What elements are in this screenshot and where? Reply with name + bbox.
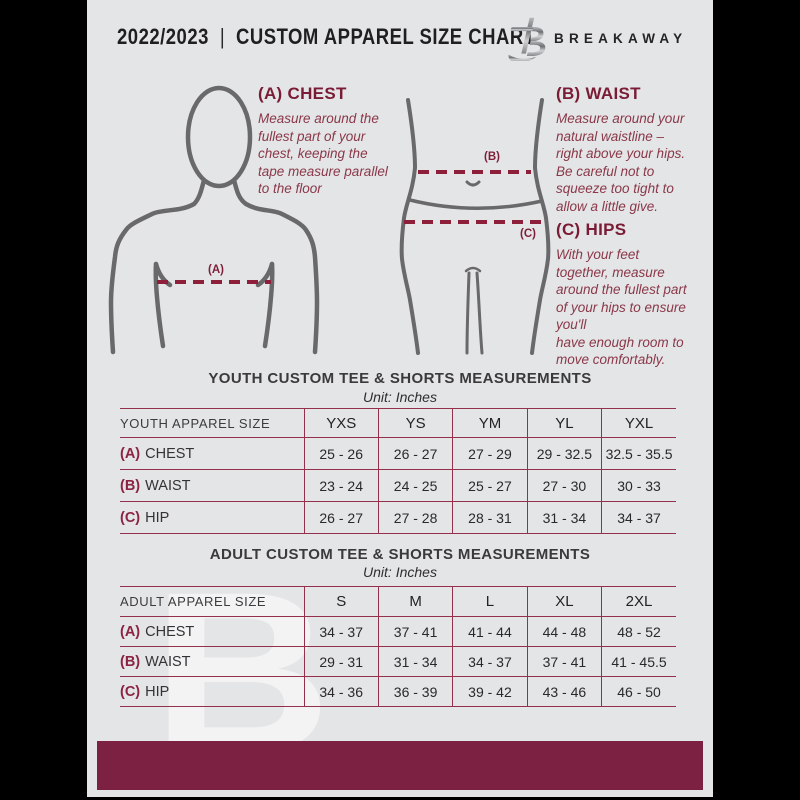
waist-marker-label: (B) xyxy=(484,151,500,163)
upper-body-figure xyxy=(108,85,320,355)
size-column-header: YXL xyxy=(601,408,676,438)
chest-section-heading: (A) CHEST xyxy=(258,84,347,103)
table-cell: 29 - 32.5 xyxy=(526,437,602,470)
masthead-chart-title: CUSTOM APPAREL SIZE CHART xyxy=(236,24,536,49)
table-cell: 29 - 31 xyxy=(303,646,379,677)
waist-section-heading: (B) WAIST xyxy=(556,84,641,103)
youth-size-label-header: YOUTH APPAREL SIZE xyxy=(120,408,304,438)
footer-bar xyxy=(97,741,703,790)
table-cell: 27 - 28 xyxy=(377,501,453,534)
table-cell: 27 - 29 xyxy=(452,437,528,470)
table-cell: 39 - 42 xyxy=(452,676,528,707)
table-cell: 36 - 39 xyxy=(377,676,453,707)
table-cell: 44 - 48 xyxy=(526,616,602,647)
youth-table-unit: Unit: Inches xyxy=(363,389,437,405)
row-prefix: (A) xyxy=(120,623,141,640)
table-cell: 26 - 27 xyxy=(377,437,453,470)
youth-table-title: YOUTH CUSTOM TEE & SHORTS MEASUREMENTS xyxy=(208,370,592,387)
table-cell: 43 - 46 xyxy=(526,676,602,707)
table-header-row: YOUTH APPAREL SIZE YXS YS YM YL YXL xyxy=(120,408,676,438)
table-cell: 46 - 50 xyxy=(601,676,676,707)
table-cell: 34 - 37 xyxy=(452,646,528,677)
adult-size-label-header: ADULT APPAREL SIZE xyxy=(120,586,304,617)
hips-section-body: With your feet together, measure around … xyxy=(556,247,687,367)
table-cell: 34 - 37 xyxy=(303,616,379,647)
row-label-text: HIP xyxy=(145,509,170,526)
masthead-year: 2022/2023 xyxy=(117,24,209,49)
row-prefix: (C) xyxy=(120,509,141,526)
table-cell: 31 - 34 xyxy=(526,501,602,534)
navel-mark xyxy=(465,180,481,187)
table-row: (A) CHEST 25 - 26 26 - 27 27 - 29 29 - 32… xyxy=(120,437,676,470)
table-cell: 34 - 37 xyxy=(601,501,676,534)
size-column-header: YXS xyxy=(303,408,379,438)
row-label-text: HIP xyxy=(145,683,170,700)
hips-section-heading: (C) HIPS xyxy=(556,220,627,239)
table-cell: 24 - 25 xyxy=(377,469,453,502)
row-label-text: WAIST xyxy=(145,477,191,494)
hips-marker-label: (C) xyxy=(520,228,536,240)
table-cell: 31 - 34 xyxy=(377,646,453,677)
size-column-header: M xyxy=(377,586,453,617)
table-cell: 48 - 52 xyxy=(601,616,676,647)
brand-wordmark: BREAKAWAY xyxy=(554,31,688,46)
youth-size-table: YOUTH APPAREL SIZE YXS YS YM YL YXL (A) C… xyxy=(120,408,676,534)
head-outline xyxy=(185,85,253,189)
table-cell: 28 - 31 xyxy=(452,501,528,534)
table-cell: 32.5 - 35.5 xyxy=(601,437,676,470)
adult-table-title: ADULT CUSTOM TEE & SHORTS MEASUREMENTS xyxy=(209,546,591,563)
table-row: (A) CHEST 34 - 37 37 - 41 41 - 44 44 - 48… xyxy=(120,616,676,647)
size-column-header: YM xyxy=(452,408,528,438)
chest-marker-label: (A) xyxy=(208,264,224,276)
size-column-header: YL xyxy=(526,408,602,438)
adult-table-unit: Unit: Inches xyxy=(363,564,437,580)
row-prefix: (B) xyxy=(120,477,141,494)
table-row: (C) HIP 34 - 36 36 - 39 39 - 42 43 - 46 4… xyxy=(120,676,676,707)
table-cell: 26 - 27 xyxy=(303,501,379,534)
masthead-title: 2022/2023 | CUSTOM APPAREL SIZE CHART xyxy=(117,24,535,50)
table-header-row: ADULT APPAREL SIZE S M L XL 2XL xyxy=(120,586,676,617)
waist-section-body: Measure around your natural waistline – … xyxy=(556,111,686,214)
table-row: (B) WAIST 29 - 31 31 - 34 34 - 37 37 - 41… xyxy=(120,646,676,677)
table-cell: 25 - 26 xyxy=(303,437,379,470)
table-cell: 41 - 45.5 xyxy=(601,646,676,677)
row-label-text: CHEST xyxy=(145,445,195,462)
masthead-divider: | xyxy=(219,24,226,49)
size-column-header: S xyxy=(303,586,379,617)
lower-body-figure xyxy=(399,98,551,355)
row-label-text: WAIST xyxy=(145,653,191,670)
breakaway-logo-icon xyxy=(508,17,546,61)
row-label-text: CHEST xyxy=(145,623,195,640)
table-cell: 23 - 24 xyxy=(303,469,379,502)
size-column-header: 2XL xyxy=(601,586,676,617)
hip-crease-line xyxy=(408,198,544,210)
row-prefix: (C) xyxy=(120,683,141,700)
row-prefix: (A) xyxy=(120,445,141,462)
table-cell: 30 - 33 xyxy=(601,469,676,502)
table-cell: 25 - 27 xyxy=(452,469,528,502)
size-column-header: YS xyxy=(377,408,453,438)
size-column-header: L xyxy=(452,586,528,617)
size-column-header: XL xyxy=(526,586,602,617)
adult-size-table: ADULT APPAREL SIZE S M L XL 2XL (A) CHEST… xyxy=(120,586,676,707)
table-cell: 34 - 36 xyxy=(303,676,379,707)
table-cell: 41 - 44 xyxy=(452,616,528,647)
table-row: (C) HIP 26 - 27 27 - 28 28 - 31 31 - 34 3… xyxy=(120,501,676,534)
row-prefix: (B) xyxy=(120,653,141,670)
table-cell: 27 - 30 xyxy=(526,469,602,502)
chest-section-body: Measure around the fullest part of your … xyxy=(258,111,388,196)
table-cell: 37 - 41 xyxy=(526,646,602,677)
table-row: (B) WAIST 23 - 24 24 - 25 25 - 27 27 - 30… xyxy=(120,469,676,502)
table-cell: 37 - 41 xyxy=(377,616,453,647)
